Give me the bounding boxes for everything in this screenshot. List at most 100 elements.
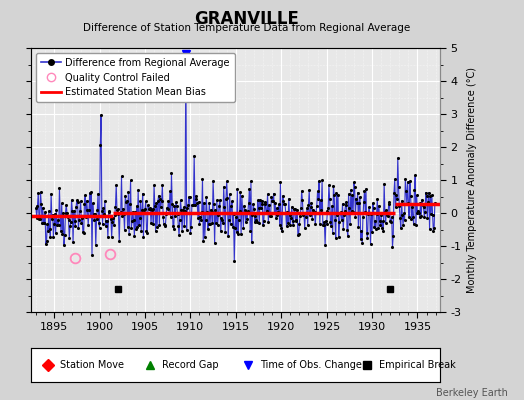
Point	[230, 211, 238, 217]
Point	[170, 226, 178, 232]
Point	[69, 239, 77, 245]
Point	[220, 184, 228, 190]
Point	[141, 198, 150, 204]
Point	[113, 207, 121, 214]
Point	[411, 172, 419, 179]
Point	[344, 191, 353, 197]
Point	[204, 220, 213, 227]
Point	[47, 191, 56, 197]
Point	[161, 222, 170, 228]
Point	[228, 198, 236, 205]
Point	[58, 200, 66, 207]
Point	[353, 200, 361, 207]
Point	[283, 209, 291, 215]
Point	[177, 207, 185, 213]
Point	[133, 224, 141, 230]
Point	[357, 227, 366, 234]
Point	[210, 200, 218, 207]
Point	[209, 178, 217, 184]
Point	[272, 214, 280, 221]
Point	[65, 234, 73, 241]
Point	[199, 238, 208, 244]
Point	[129, 217, 138, 224]
Point	[131, 209, 139, 215]
Point	[314, 196, 322, 202]
Point	[259, 222, 267, 228]
Point	[141, 206, 149, 212]
Point	[107, 234, 116, 240]
Point	[408, 203, 417, 210]
Point	[213, 197, 221, 204]
Point	[37, 201, 46, 208]
Point	[158, 182, 167, 188]
Point	[372, 226, 380, 232]
Point	[290, 206, 298, 212]
Point	[300, 210, 308, 216]
Point	[261, 201, 269, 207]
Point	[311, 221, 320, 228]
Point	[429, 227, 438, 234]
Point	[143, 230, 151, 236]
Point	[303, 222, 312, 228]
Point	[64, 217, 73, 223]
Point	[389, 232, 397, 239]
Point	[235, 208, 244, 214]
Point	[363, 230, 371, 237]
Point	[352, 195, 361, 202]
Point	[148, 206, 156, 213]
Point	[201, 234, 209, 240]
Point	[423, 215, 431, 222]
Point	[286, 222, 294, 228]
Point	[256, 196, 264, 203]
Point	[205, 200, 213, 206]
Point	[223, 178, 231, 185]
Point	[216, 228, 225, 234]
Point	[257, 198, 266, 204]
Point	[212, 220, 220, 226]
Point	[260, 199, 269, 205]
Point	[34, 203, 42, 209]
Point	[334, 192, 342, 198]
Point	[81, 192, 90, 199]
Point	[315, 178, 323, 184]
Point	[399, 222, 407, 228]
Point	[89, 200, 97, 207]
Point	[330, 192, 339, 199]
Point	[160, 221, 168, 227]
Point	[104, 208, 113, 214]
Point	[427, 210, 435, 217]
Point	[265, 202, 274, 208]
Point	[175, 232, 183, 239]
Point	[428, 192, 436, 198]
Point	[375, 218, 384, 224]
Point	[339, 200, 347, 207]
Point	[305, 187, 313, 194]
Point	[230, 258, 238, 264]
Point	[367, 211, 376, 218]
Point	[121, 227, 129, 234]
Point	[46, 234, 54, 240]
Point	[233, 186, 242, 192]
Point	[114, 206, 122, 212]
Point	[288, 204, 296, 210]
Point	[252, 217, 260, 224]
Point	[84, 222, 92, 228]
Point	[151, 228, 160, 234]
Point	[203, 209, 211, 215]
Point	[412, 192, 421, 198]
Point	[85, 207, 93, 214]
Point	[416, 200, 424, 206]
Point	[393, 196, 401, 202]
Point	[232, 214, 240, 220]
Point	[152, 200, 160, 206]
Point	[197, 217, 205, 224]
Point	[201, 217, 210, 223]
Point	[211, 207, 220, 214]
Point	[124, 189, 133, 195]
Point	[99, 205, 107, 211]
Point	[392, 192, 400, 198]
Point	[339, 226, 347, 232]
Point	[407, 192, 415, 199]
Point	[105, 208, 114, 215]
Point	[176, 216, 184, 223]
